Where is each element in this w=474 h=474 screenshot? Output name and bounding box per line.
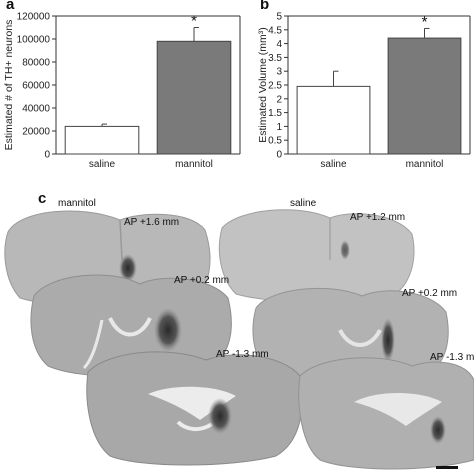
ap-label-mannitol-3: AP -1.3 mm [216,349,269,360]
y-tick-label: 80000 [22,58,50,69]
x-tick-label: mannitol [406,159,444,170]
y-tick-label: 60000 [22,81,50,92]
ap-label-saline-2: AP +0.2 mm [402,288,458,299]
section-saline-3 [298,357,474,470]
significance-marker-mannitol: * [191,13,197,30]
x-tick-label: saline [89,159,116,170]
ap-label-saline-1: AP +1.2 mm [350,212,406,223]
section-mannitol-3 [86,351,303,466]
section-saline-1 [218,209,415,303]
ap-label-mannitol-2: AP +0.2 mm [174,275,230,286]
y-tick-label: 0 [276,150,282,161]
y-tick-label: 100000 [17,35,51,46]
brain-sections-figure [4,209,474,470]
bar-mannitol [156,40,232,155]
bar-saline [296,85,371,155]
y-tick-label: 3.5 [268,53,282,64]
y-tick-label: 120000 [17,12,51,23]
y-axis-label: Estimated # of TH+ neurons [3,20,15,151]
ap-label-saline-3: AP -1.3 mm [430,352,474,363]
mannitol-group-label: mannitol [58,198,96,209]
panel-letter-a: a [6,0,15,13]
y-tick-label: 3 [276,67,282,78]
y-tick-label: 0 [44,150,50,161]
x-tick-label: mannitol [175,159,213,170]
y-tick-label: 4.5 [268,25,282,36]
y-tick-label: 4 [276,39,282,50]
scale-bar [436,466,458,469]
saline-group-label: saline [290,198,317,209]
section-mannitol-2 [30,274,232,378]
bar-mannitol [387,37,462,155]
y-tick-label: 5 [276,12,282,23]
y-tick-label: 1.5 [268,108,282,119]
y-tick-label: 0.5 [268,136,282,147]
significance-marker-mannitol: * [422,13,428,30]
y-axis-label: Estimated Volume (mm³) [257,27,269,143]
x-tick-label: saline [320,159,347,170]
panel-letter-c: c [38,190,47,207]
y-tick-label: 40000 [22,104,50,115]
ap-label-mannitol-1: AP +1.6 mm [124,217,180,228]
y-tick-label: 1 [276,122,282,133]
y-tick-label: 2 [276,94,282,105]
y-tick-label: 2.5 [268,81,282,92]
y-tick-label: 20000 [22,127,50,138]
panel-letter-b: b [260,0,270,13]
bar-saline [64,125,140,155]
